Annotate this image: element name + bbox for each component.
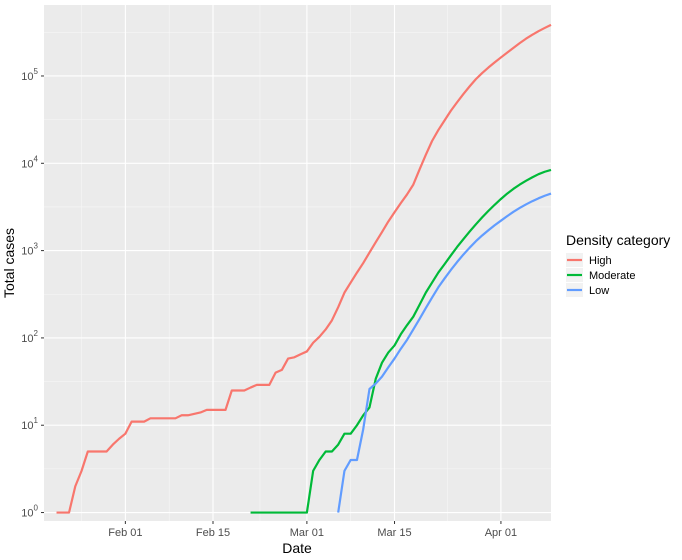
y-axis-title: Total cases xyxy=(1,228,17,298)
legend-item-low: Low xyxy=(566,283,609,297)
y-axis: 100 101 102 103 104 105 xyxy=(21,67,44,520)
x-tick-label: Feb 15 xyxy=(196,527,230,539)
legend-item-moderate: Moderate xyxy=(566,268,635,282)
x-axis-title: Date xyxy=(282,540,312,556)
legend-label: Low xyxy=(589,285,609,297)
y-tick-label: 101 xyxy=(21,416,38,432)
x-axis: Feb 01 Feb 15 Mar 01 Mar 15 Apr 01 xyxy=(108,521,517,539)
series-line-moderate xyxy=(250,168,552,514)
legend-title: Density category xyxy=(566,232,670,248)
x-tick-label: Mar 01 xyxy=(290,527,324,539)
y-tick-label: 105 xyxy=(21,67,38,83)
x-tick-label: Apr 01 xyxy=(485,527,517,539)
grid xyxy=(44,5,551,521)
legend-label: High xyxy=(589,255,612,267)
y-tick-label: 102 xyxy=(21,329,38,345)
y-tick-label: 100 xyxy=(21,504,38,520)
series-line-high xyxy=(56,23,552,514)
legend-item-high: High xyxy=(566,253,612,267)
y-tick-label: 103 xyxy=(21,242,38,258)
x-tick-label: Mar 15 xyxy=(377,527,411,539)
series-line-low xyxy=(337,192,552,513)
x-tick-label: Feb 01 xyxy=(108,527,142,539)
legend: Density category High Moderate Low xyxy=(566,232,670,297)
legend-label: Moderate xyxy=(589,270,635,282)
series-lines xyxy=(56,23,552,514)
plot-panel xyxy=(44,5,551,521)
y-tick-label: 104 xyxy=(21,154,38,170)
